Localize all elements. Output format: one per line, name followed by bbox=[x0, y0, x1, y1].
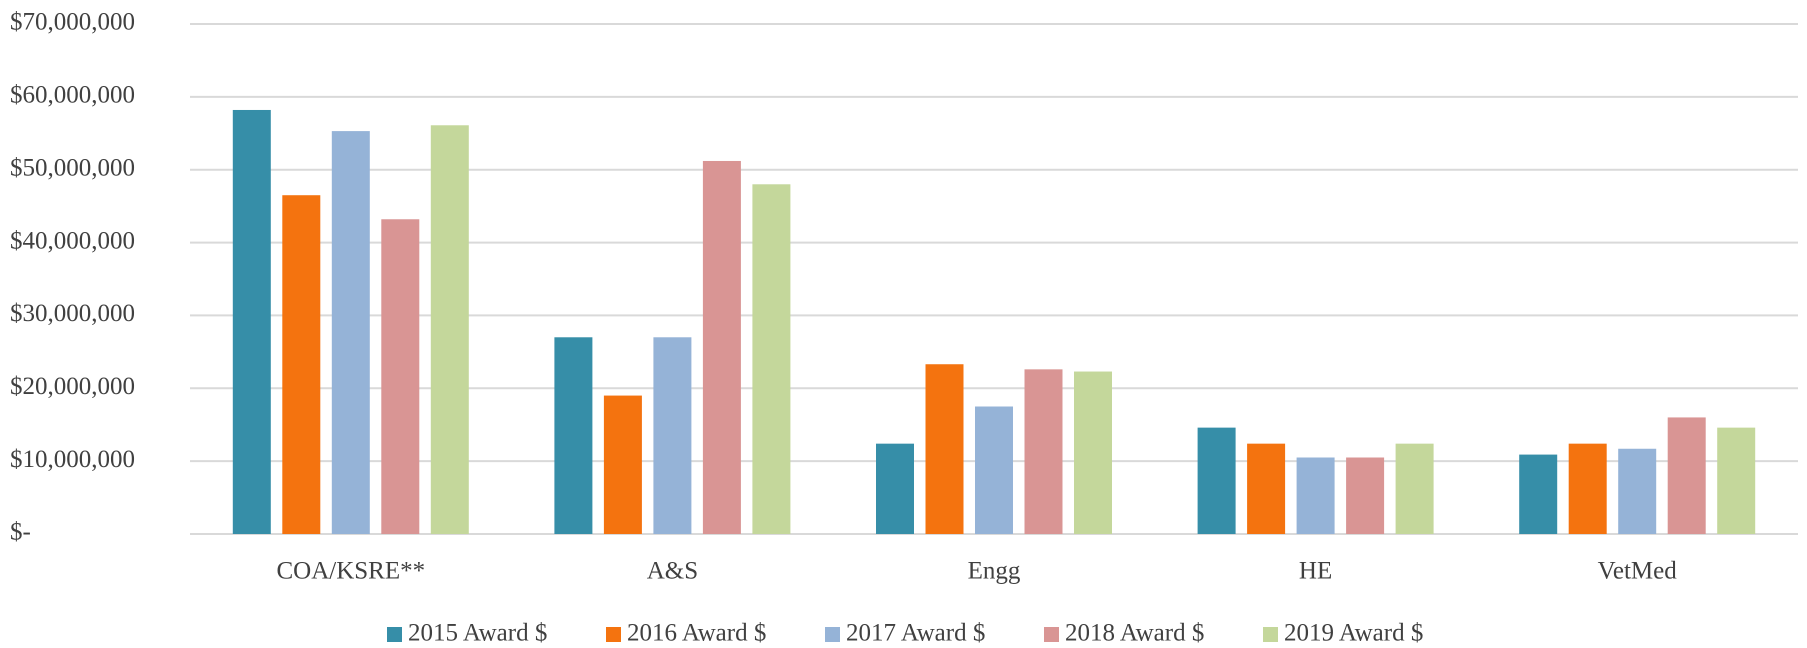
bar bbox=[1197, 427, 1236, 534]
bar bbox=[702, 160, 741, 534]
bar bbox=[653, 337, 692, 534]
legend-swatch bbox=[1044, 627, 1059, 642]
y-tick-label: $20,000,000 bbox=[10, 373, 135, 400]
x-tick-label: A&S bbox=[647, 558, 698, 585]
legend-label: 2015 Award $ bbox=[408, 620, 547, 647]
bar bbox=[752, 184, 791, 535]
x-tick-label: HE bbox=[1299, 558, 1332, 585]
bar bbox=[232, 109, 271, 534]
y-tick-label: $- bbox=[10, 519, 31, 546]
y-tick-label: $40,000,000 bbox=[10, 227, 135, 254]
y-tick-label: $30,000,000 bbox=[10, 300, 135, 327]
bar bbox=[1568, 443, 1607, 534]
bar bbox=[1024, 369, 1063, 534]
x-tick-label: VetMed bbox=[1598, 558, 1678, 585]
bar bbox=[1074, 371, 1112, 534]
x-tick-label: COA/KSRE** bbox=[276, 558, 425, 585]
bar bbox=[1296, 457, 1335, 534]
bar bbox=[1667, 417, 1706, 534]
bar bbox=[554, 337, 593, 534]
bar bbox=[1519, 454, 1558, 534]
bar bbox=[603, 395, 642, 534]
bar bbox=[430, 125, 469, 535]
legend-label: 2017 Award $ bbox=[846, 620, 985, 647]
y-tick-label: $60,000,000 bbox=[10, 82, 135, 109]
y-tick-label: $70,000,000 bbox=[10, 9, 135, 36]
legend-swatch bbox=[1263, 627, 1278, 642]
bar bbox=[1618, 448, 1657, 534]
bar bbox=[1247, 443, 1286, 534]
legend-swatch bbox=[825, 627, 840, 642]
y-tick-label: $10,000,000 bbox=[10, 446, 135, 473]
bar bbox=[282, 195, 321, 534]
bar bbox=[1395, 443, 1434, 534]
y-tick-label: $50,000,000 bbox=[10, 154, 135, 181]
legend-label: 2016 Award $ bbox=[627, 620, 766, 647]
bar bbox=[331, 131, 370, 534]
legend-label: 2019 Award $ bbox=[1284, 620, 1423, 647]
legend-swatch bbox=[387, 627, 402, 642]
legend-label: 2018 Award $ bbox=[1065, 620, 1204, 647]
legend-swatch bbox=[606, 627, 621, 642]
x-tick-label: Engg bbox=[968, 558, 1021, 585]
bar bbox=[1346, 457, 1385, 534]
bar bbox=[925, 364, 964, 534]
bar bbox=[1717, 427, 1756, 534]
bar bbox=[876, 443, 914, 534]
bar bbox=[975, 406, 1013, 534]
bar bbox=[381, 219, 420, 534]
